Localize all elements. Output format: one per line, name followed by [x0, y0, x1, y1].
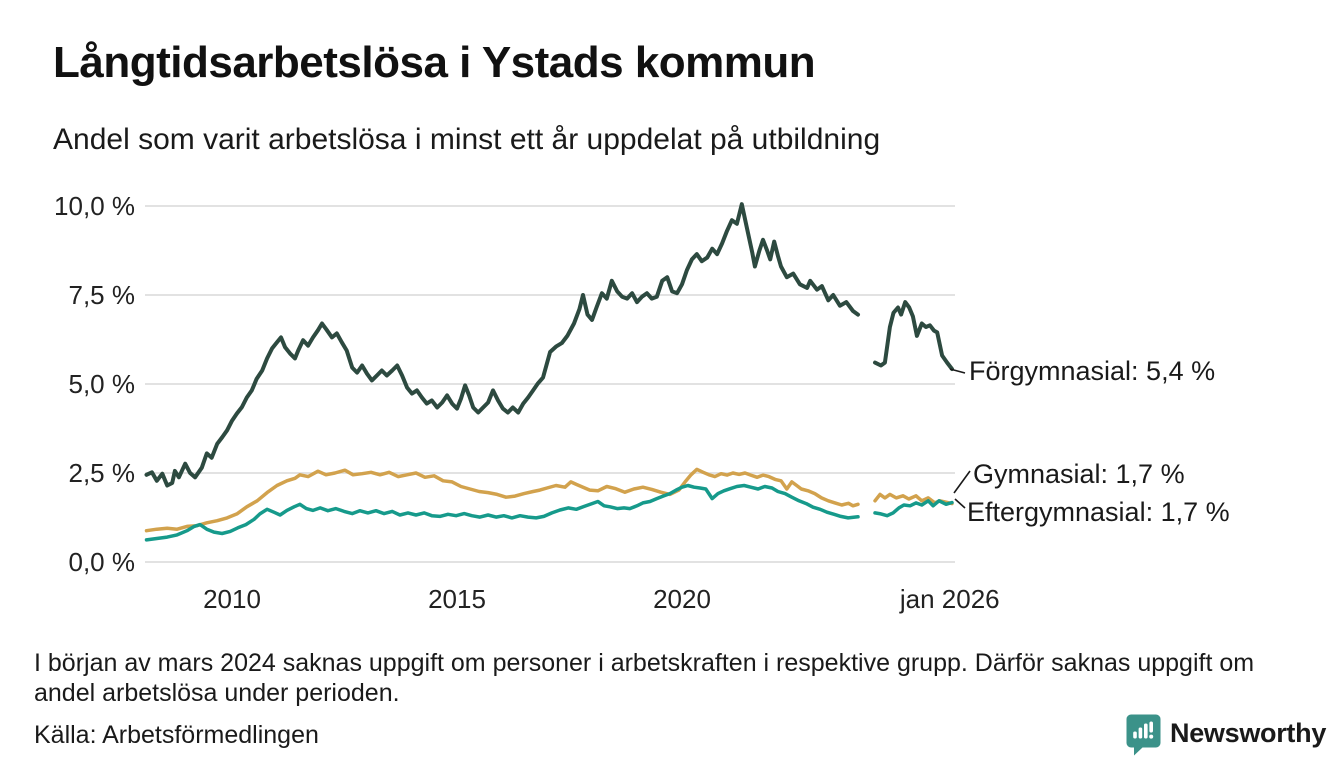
series-line-eftergymnasial [873, 499, 954, 518]
newsworthy-logo: Newsworthy [1126, 714, 1326, 756]
y-axis-tick-label: 5,0 % [68, 369, 136, 399]
y-axis-tick-label: 2,5 % [68, 458, 136, 488]
x-axis-tick-label: 2020 [653, 584, 711, 614]
series-line-eftergymnasial [144, 483, 860, 542]
leader-gymnasial [953, 470, 971, 494]
y-axis-tick-label: 10,0 % [54, 191, 135, 221]
leader-eftergymnasial [954, 498, 966, 509]
source-attribution: Källa: Arbetsförmedlingen [34, 721, 319, 749]
leader-lines [949, 368, 971, 509]
x-axis-tick-label: jan 2026 [899, 584, 1000, 614]
series-line-förgymnasial [873, 300, 954, 371]
y-axis-tick-label: 0,0 % [68, 547, 136, 577]
y-axis-tick-label: 7,5 % [68, 280, 136, 310]
x-axis-tick-label: 2010 [203, 584, 261, 614]
page-subtitle: Andel som varit arbetslösa i minst ett å… [53, 123, 881, 156]
leader-forgymnasial [949, 368, 966, 374]
series-end-label-eftergymnasial: Eftergymnasial: 1,7 % [967, 497, 1230, 527]
gridlines [145, 205, 955, 563]
series-line-förgymnasial [144, 202, 860, 488]
page-title: Långtidsarbetslösa i Ystads kommun [53, 38, 816, 87]
series-end-label-forgymnasial: Förgymnasial: 5,4 % [969, 356, 1216, 386]
newsworthy-logo-text: Newsworthy [1170, 717, 1327, 748]
x-axis-tick-label: 2015 [428, 584, 486, 614]
footnote: I början av mars 2024 saknas uppgift om … [34, 649, 1255, 707]
series-end-label-gymnasial: Gymnasial: 1,7 % [973, 459, 1185, 489]
series-lines [144, 202, 954, 542]
newsworthy-logo-icon [1126, 714, 1161, 756]
series-line-gymnasial [144, 467, 860, 533]
